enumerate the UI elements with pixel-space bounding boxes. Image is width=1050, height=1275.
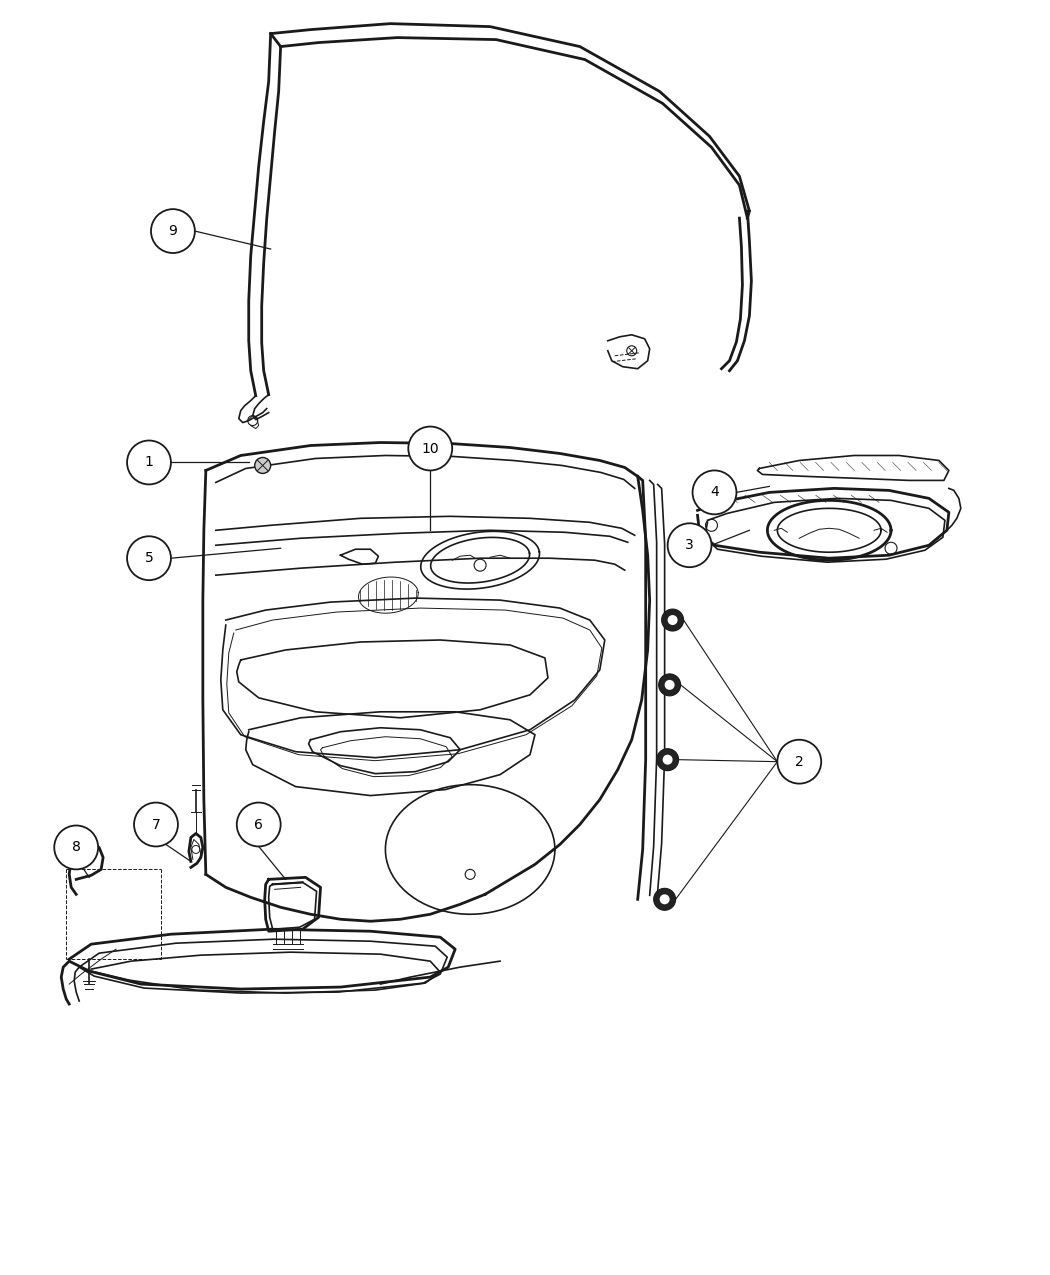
Text: 1: 1 [145,455,153,469]
Text: 6: 6 [254,817,264,831]
Circle shape [662,609,684,631]
Text: 5: 5 [145,551,153,565]
Text: 8: 8 [71,840,81,854]
Circle shape [151,209,195,252]
Circle shape [665,680,674,690]
Text: 2: 2 [795,755,803,769]
Text: 4: 4 [710,486,719,500]
Text: 7: 7 [151,817,161,831]
Circle shape [654,889,675,910]
Circle shape [55,825,98,870]
Circle shape [408,427,453,470]
Circle shape [127,441,171,484]
Circle shape [659,894,670,904]
Circle shape [255,458,271,473]
Circle shape [668,615,677,625]
Text: 9: 9 [168,224,177,238]
Circle shape [663,755,673,765]
Circle shape [236,802,280,847]
Circle shape [777,740,821,784]
Circle shape [693,470,736,514]
Circle shape [127,537,171,580]
Text: 3: 3 [686,538,694,552]
Circle shape [656,748,678,770]
Text: 10: 10 [421,441,439,455]
Circle shape [658,674,680,696]
Circle shape [134,802,177,847]
Circle shape [668,523,712,567]
